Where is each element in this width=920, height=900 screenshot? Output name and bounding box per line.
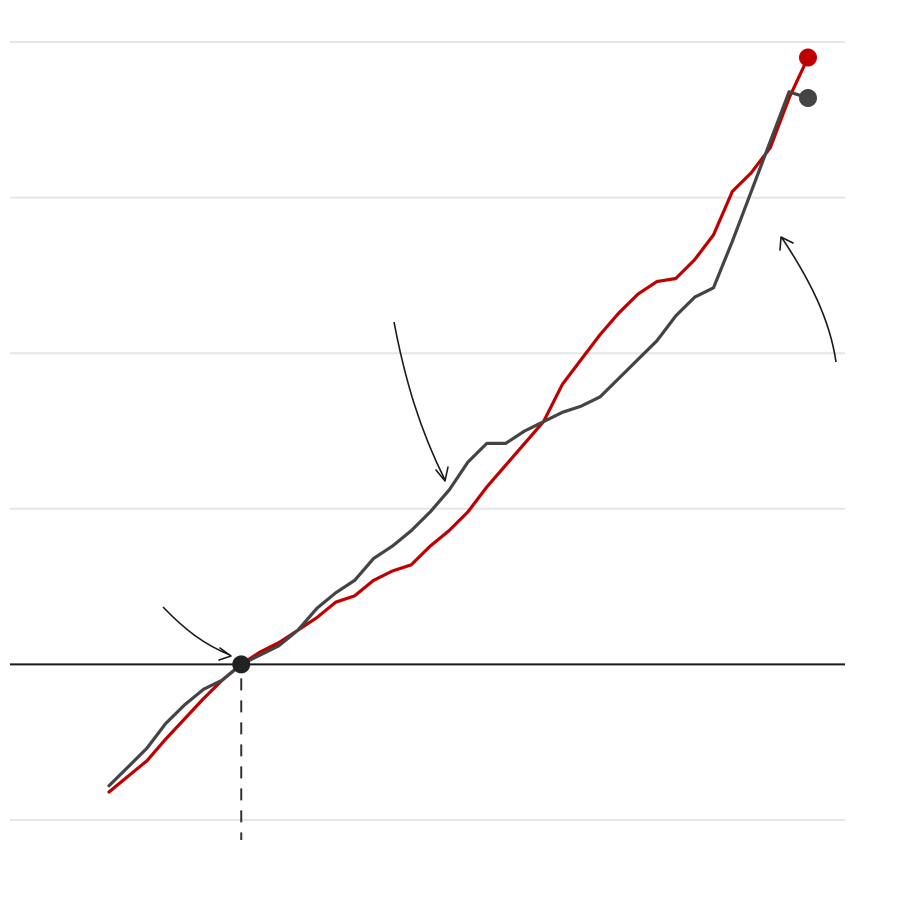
gridlines — [10, 41, 845, 821]
annotation-arrowhead-end — [779, 236, 794, 251]
series-end-point-1 — [799, 48, 817, 67]
series-group — [107, 48, 817, 794]
crossing-marker — [232, 655, 251, 674]
annotation-arrow-marker — [162, 606, 231, 656]
series-line-2 — [107, 90, 810, 788]
annotation-arrowhead-marker — [218, 647, 232, 661]
annotations-group — [162, 236, 837, 661]
annotation-arrowhead-middle — [435, 466, 449, 482]
series-end-point-2 — [799, 89, 817, 108]
series-line-1 — [107, 56, 810, 794]
annotation-arrow-end — [781, 237, 837, 363]
annotation-arrow-middle — [393, 321, 446, 481]
